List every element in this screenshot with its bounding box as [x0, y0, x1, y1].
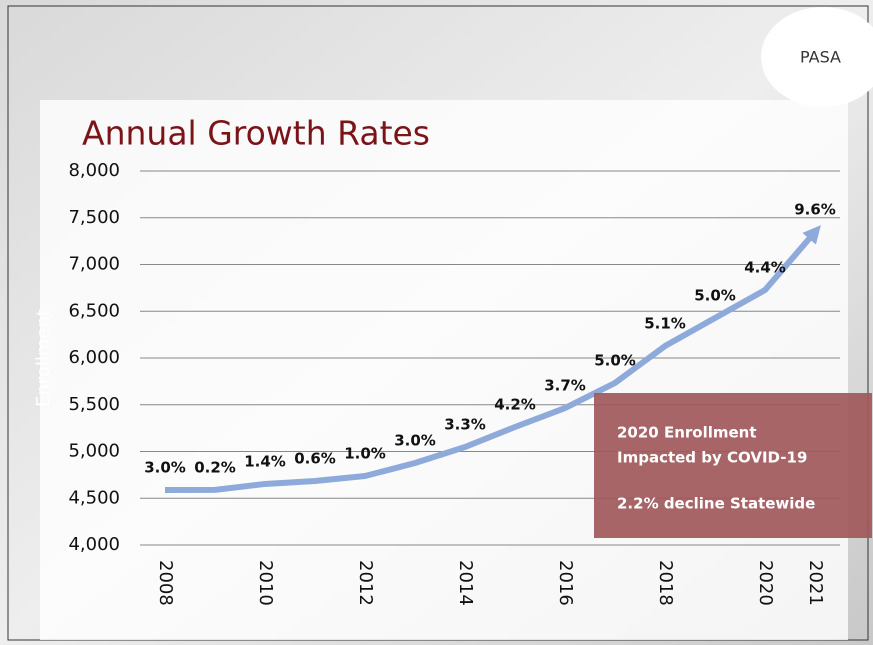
data-label: 3.0%	[394, 432, 436, 450]
callout-text: 2020 Enrollment	[617, 424, 757, 442]
data-label: 4.4%	[744, 259, 786, 277]
data-label: 5.1%	[644, 315, 686, 333]
y-tick-label: 6,000	[68, 347, 120, 368]
y-tick-label: 4,500	[68, 487, 120, 508]
data-label: 0.2%	[194, 458, 236, 476]
logo: PASA	[800, 48, 841, 67]
x-tick-label: 2018	[655, 560, 676, 606]
x-tick-label: 2014	[455, 560, 476, 606]
x-tick-label: 2020	[755, 560, 776, 606]
x-tick-label: 2021	[805, 560, 826, 606]
data-label: 4.2%	[494, 396, 536, 414]
slide: PASA Annual Growth Rates Enrollment 4,00…	[0, 0, 873, 645]
y-tick-label: 8,000	[68, 160, 120, 181]
data-label: 9.6%	[794, 200, 836, 218]
data-label: 3.3%	[444, 416, 486, 434]
y-tick-label: 7,500	[68, 207, 120, 228]
page: PASA Annual Growth Rates Enrollment 4,00…	[0, 0, 873, 645]
x-tick-label: 2008	[155, 560, 176, 606]
data-label: 3.0%	[144, 459, 186, 477]
x-tick-label: 2016	[555, 560, 576, 606]
y-tick-label: 5,000	[68, 441, 120, 462]
panel	[40, 100, 848, 640]
data-label: 1.0%	[344, 444, 386, 462]
data-label: 5.0%	[694, 286, 736, 304]
chart-title: Annual Growth Rates	[82, 114, 430, 153]
callout-text: 2.2% decline Statewide	[617, 495, 815, 513]
y-axis-label: Enrollment	[33, 309, 54, 407]
data-label: 3.7%	[544, 377, 586, 395]
data-label: 5.0%	[594, 351, 636, 369]
y-tick-label: 4,000	[68, 534, 120, 555]
x-tick-label: 2012	[355, 560, 376, 606]
y-tick-label: 6,500	[68, 300, 120, 321]
data-label: 0.6%	[294, 450, 336, 468]
x-tick-label: 2010	[255, 560, 276, 606]
data-label: 1.4%	[244, 452, 286, 470]
y-tick-label: 7,000	[68, 254, 120, 275]
callout-text: Impacted by COVID-19	[617, 449, 807, 467]
y-tick-label: 5,500	[68, 394, 120, 415]
